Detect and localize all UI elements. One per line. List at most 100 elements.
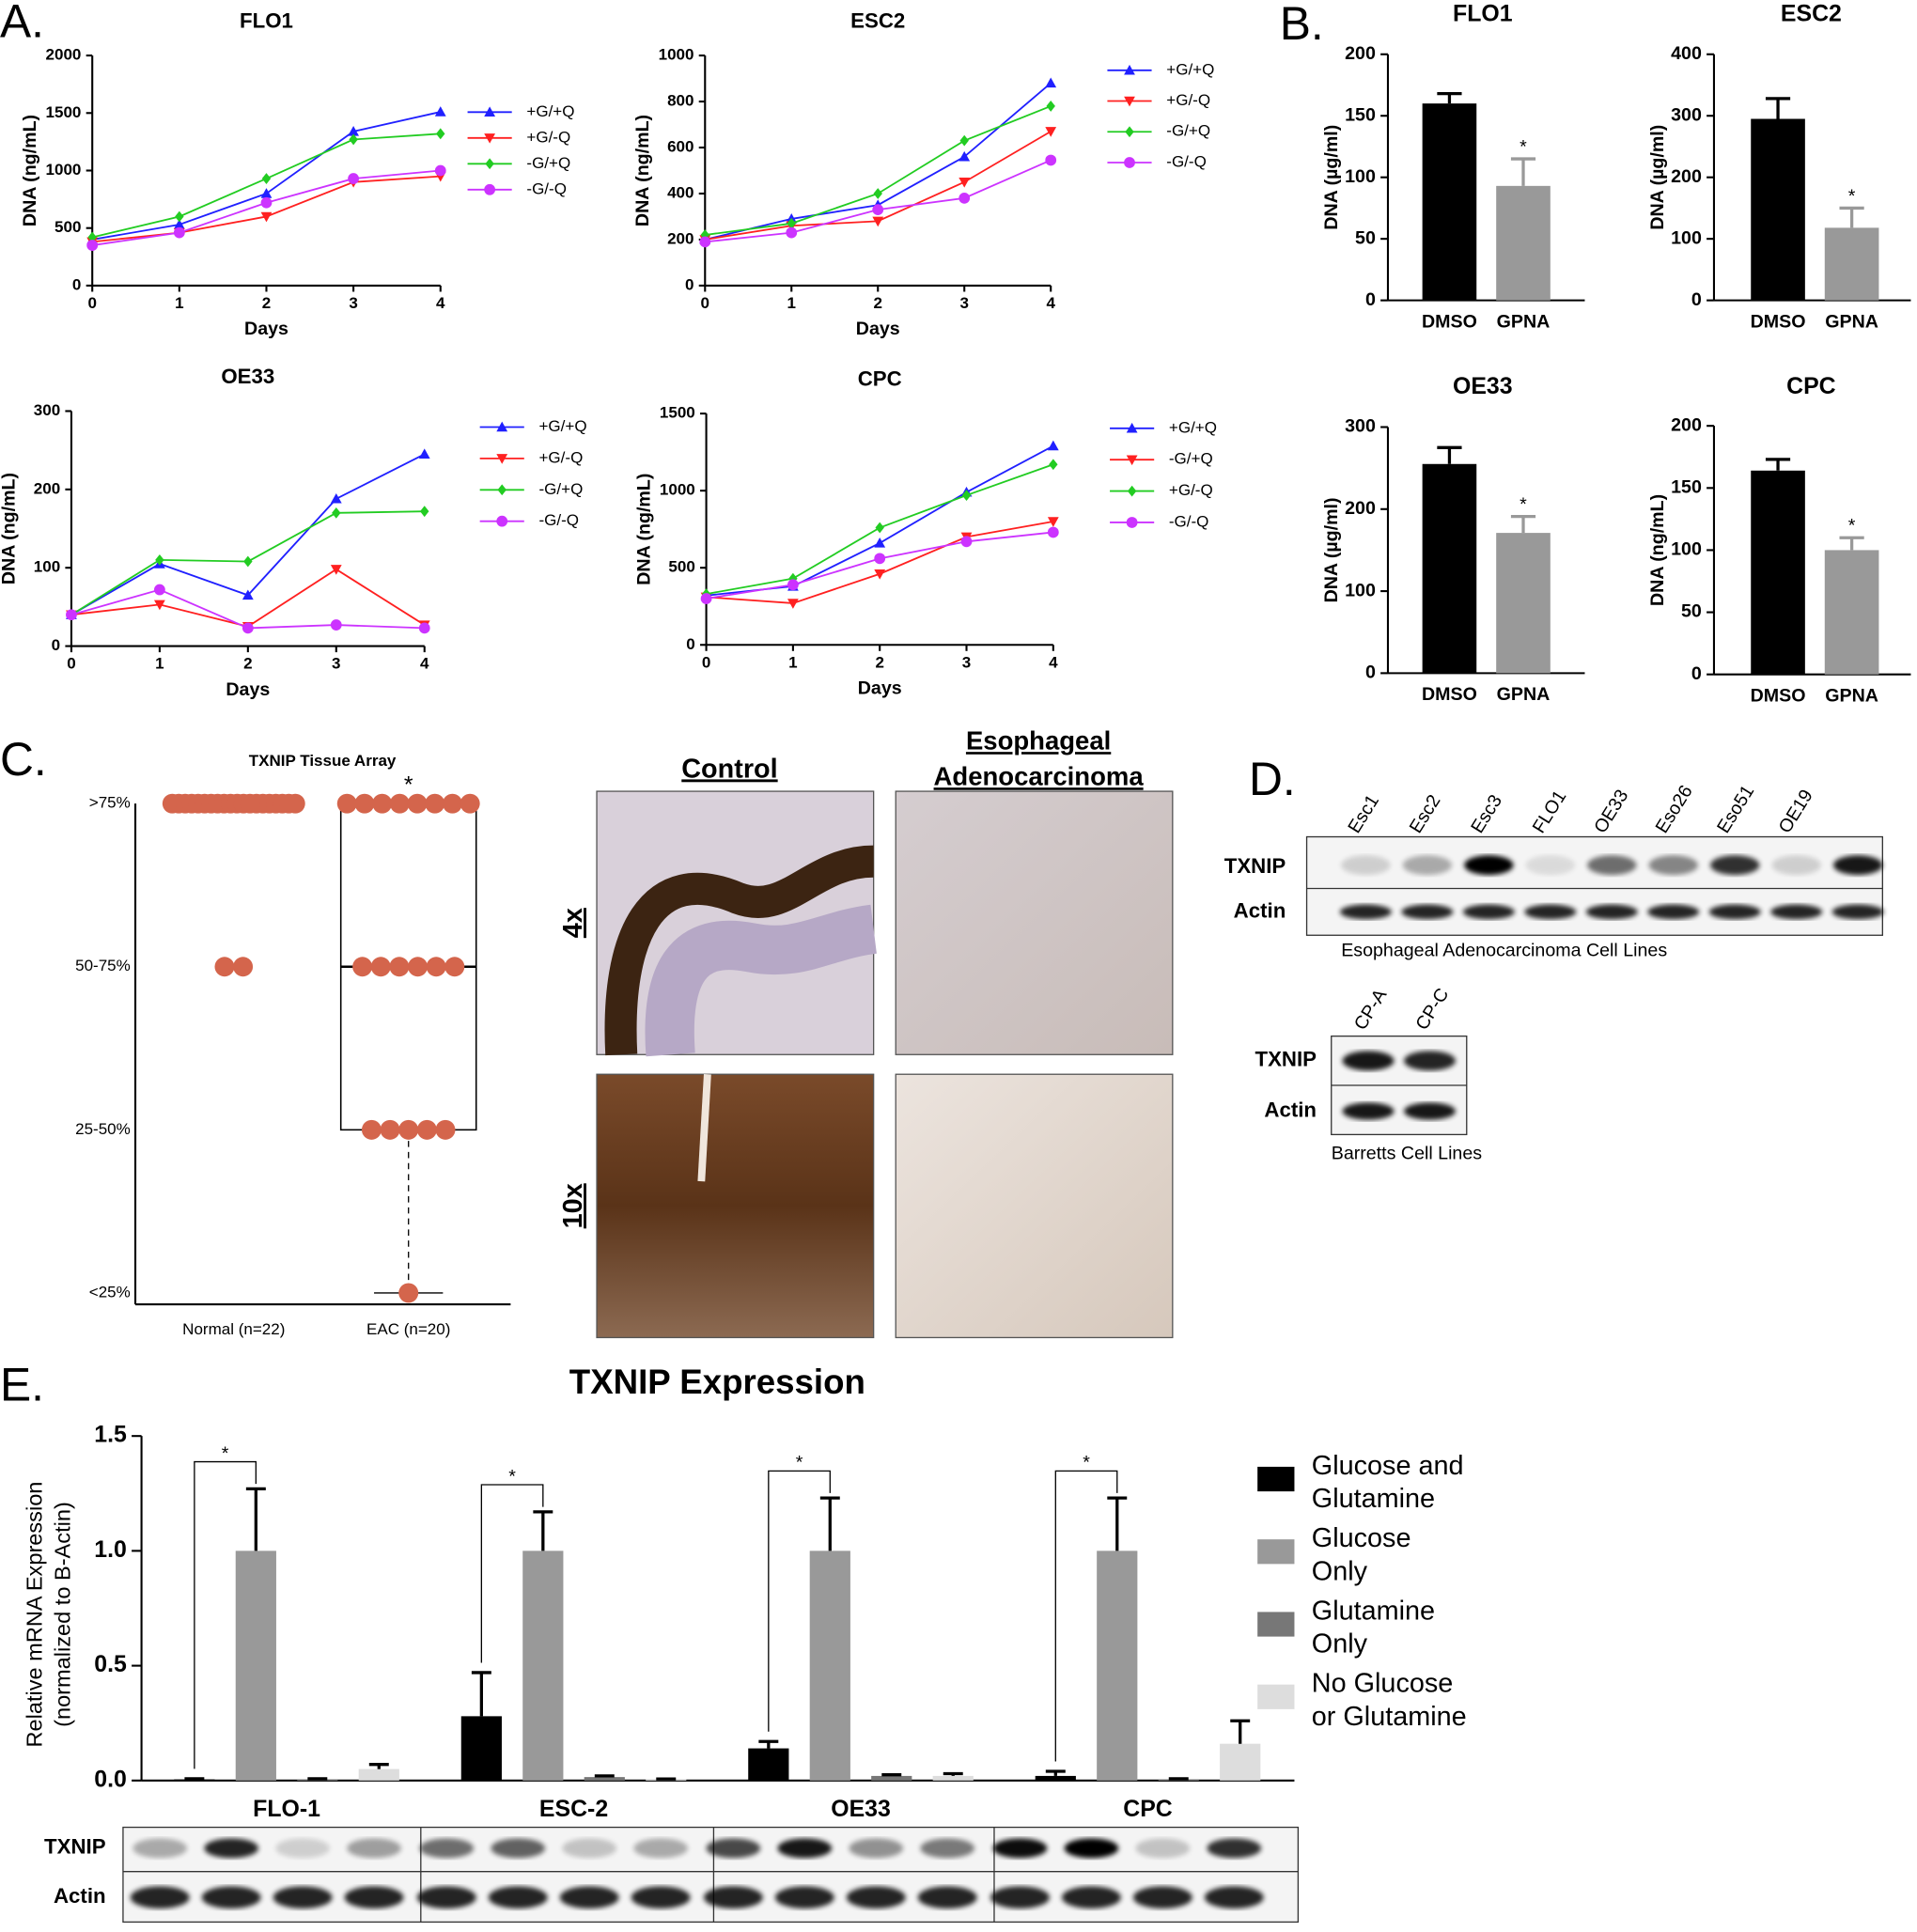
y-tick-label: 0.0	[94, 1766, 127, 1792]
x-tick-label: 0	[67, 655, 75, 673]
marker	[484, 106, 496, 117]
marker	[418, 448, 430, 460]
blot-band	[132, 1838, 188, 1859]
chart-title: FLO1	[240, 9, 293, 33]
y-axis-label: DNA (ng/mL)	[632, 115, 653, 226]
blot-row: Actin	[1264, 1098, 1317, 1121]
marker	[242, 589, 254, 600]
marker	[1047, 440, 1059, 451]
error-bar	[1510, 157, 1536, 186]
y-axis-label: DNA (ng/mL)	[633, 474, 654, 585]
chart-title: ESC2	[850, 9, 905, 33]
y-tick-label: 300	[1671, 104, 1702, 125]
x-tick-label: 2	[243, 655, 252, 673]
blot-band	[273, 1886, 333, 1909]
legend-label: +G/-Q	[1166, 91, 1210, 109]
error-bar	[1168, 1777, 1189, 1781]
legend-label: +G/+Q	[539, 417, 587, 435]
dot	[408, 957, 429, 977]
marker	[497, 484, 507, 496]
y-tick-label: 200	[1345, 498, 1376, 519]
blot-band	[1647, 904, 1700, 920]
marker	[1126, 422, 1138, 433]
blot-band	[344, 1886, 404, 1909]
legend-label: +G/+Q	[1169, 418, 1217, 436]
x-tick-label: 0	[702, 653, 710, 671]
y-tick-label: 500	[668, 558, 694, 576]
chart-title: CPC	[1786, 373, 1836, 399]
y-tick-label: 500	[55, 218, 81, 236]
blot-band	[201, 1886, 261, 1909]
x-tick-label: 3	[962, 653, 971, 671]
blot-band	[204, 1838, 258, 1859]
x-tick-label: GPNA	[1497, 684, 1551, 705]
marker	[155, 553, 164, 566]
legend-label: Glucose Only	[1311, 1521, 1411, 1586]
marker	[348, 173, 360, 184]
significance-bracket	[194, 1460, 257, 1769]
legend-label: +G/+Q	[1166, 60, 1214, 78]
marker	[1126, 517, 1138, 528]
y-tick-label: 50	[1355, 227, 1376, 248]
marker	[260, 211, 273, 223]
series-line	[705, 105, 1052, 236]
marker	[1047, 526, 1059, 538]
lane-label: Esc1	[1344, 791, 1383, 837]
error-bar	[758, 1739, 779, 1749]
x-tick-label: OE33	[831, 1796, 891, 1822]
error-bar	[1107, 1496, 1128, 1551]
marker	[87, 231, 97, 243]
y-tick-label: 100	[1671, 227, 1702, 248]
y-tick-label: 100	[1671, 539, 1702, 560]
annotation: *	[1848, 516, 1856, 537]
blot-band	[1708, 904, 1761, 920]
y-tick-label: 200	[1671, 166, 1702, 187]
blot-band	[990, 1886, 1050, 1909]
marker	[1124, 157, 1135, 168]
blot-band	[777, 1838, 833, 1859]
x-tick-label: Normal (n=22)	[182, 1320, 285, 1338]
x-tick-label: DMSO	[1422, 311, 1477, 332]
dot	[460, 793, 480, 814]
y-tick-label: 1000	[46, 161, 82, 179]
legend-label: No Glucose or Glutamine	[1311, 1667, 1467, 1732]
significance-bracket	[1054, 1470, 1118, 1762]
panel-label: B.	[1280, 0, 1324, 50]
blot-band	[419, 1838, 475, 1859]
blot-band	[631, 1886, 691, 1909]
marker	[348, 125, 360, 136]
chart-title: CPC	[858, 367, 902, 391]
histology-column-box: Esophageal Adenocarcinoma	[934, 727, 1144, 791]
error-bar	[471, 1671, 491, 1717]
chart-title: TXNIP Tissue Array	[249, 752, 397, 770]
legend-label: +G/+Q	[526, 102, 574, 120]
blot-band	[1401, 904, 1454, 920]
histology-image	[895, 790, 1174, 1055]
y-tick-label: 600	[667, 138, 694, 156]
error-bar	[819, 1496, 840, 1551]
dot	[435, 1119, 456, 1140]
bar	[1496, 533, 1551, 674]
x-tick-label: 1	[788, 653, 797, 671]
legend-label: Glucose and Glutamine	[1311, 1449, 1464, 1514]
marker	[434, 106, 446, 117]
marker	[484, 133, 496, 144]
annotation: *	[404, 771, 413, 798]
x-tick-label: CPC	[1123, 1796, 1173, 1822]
blot-band	[1403, 1051, 1456, 1071]
blot-row: Actin	[54, 1884, 106, 1908]
y-tick-label: 1500	[46, 103, 82, 121]
blot-band	[917, 1886, 977, 1909]
blot-band	[559, 1886, 619, 1909]
x-axis-label: Days	[858, 678, 902, 699]
annotation: *	[1520, 494, 1527, 515]
y-tick-label: 1000	[660, 481, 695, 499]
marker	[153, 600, 165, 611]
blot	[1305, 835, 1883, 936]
y-tick-label: 25-50%	[75, 1120, 131, 1138]
legend-label: -G/-Q	[526, 179, 567, 197]
significance-label: *	[1083, 1453, 1090, 1473]
legend-label: +G/-Q	[539, 448, 584, 466]
marker	[66, 609, 77, 621]
marker	[874, 538, 886, 548]
